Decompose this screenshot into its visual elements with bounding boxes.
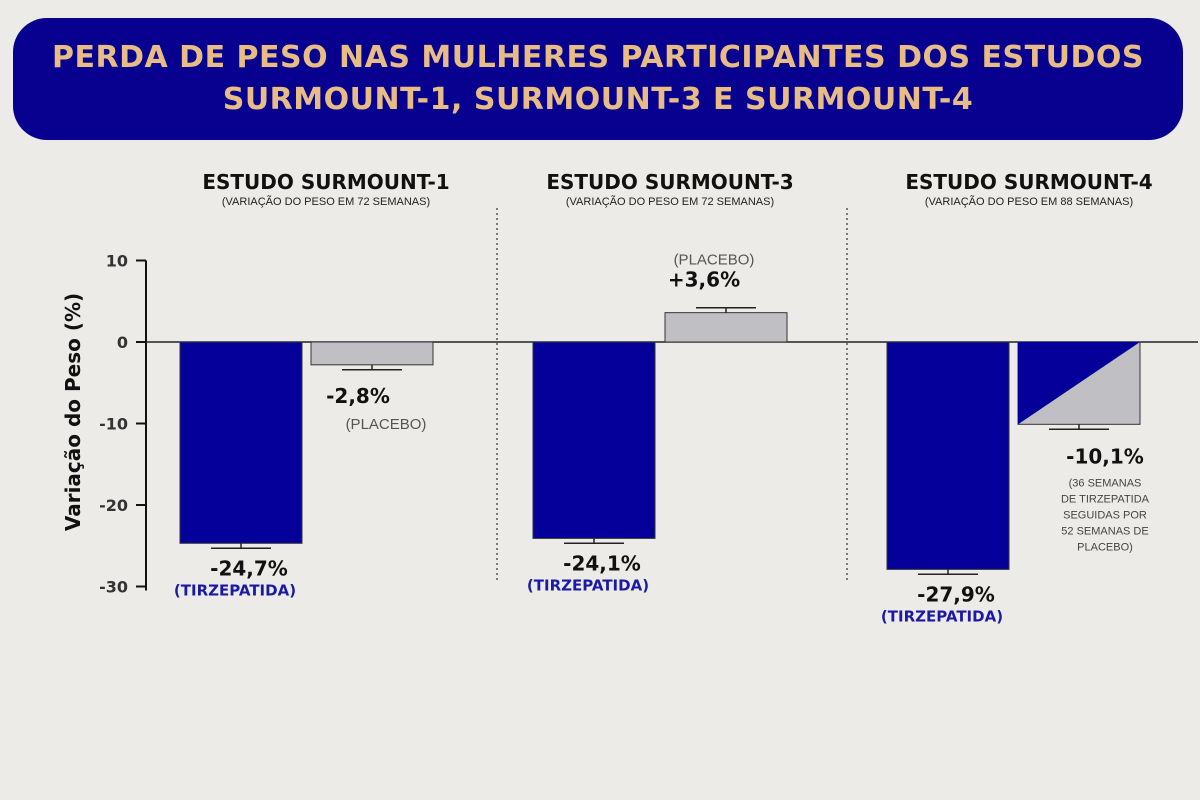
study-title: ESTUDO SURMOUNT-1 <box>202 170 450 194</box>
group-label-line: (36 SEMANAS <box>1069 477 1142 489</box>
y-tick-label: -20 <box>99 496 128 515</box>
study-header-surmount-1: ESTUDO SURMOUNT-1 (VARIAÇÃO DO PESO EM 7… <box>156 170 496 210</box>
study-title: ESTUDO SURMOUNT-3 <box>546 170 794 194</box>
group-label: (PLACEBO) <box>346 416 427 433</box>
bar-tirzepatida <box>179 341 303 544</box>
y-tick-label: 0 <box>117 333 128 352</box>
bar-placebo <box>310 341 434 366</box>
bar-placebo <box>664 312 788 343</box>
data-label: -10,1% <box>1066 444 1144 468</box>
y-tick-label: 10 <box>106 252 128 271</box>
data-label: -2,8% <box>326 384 390 408</box>
study-header-surmount-3: ESTUDO SURMOUNT-3 (VARIAÇÃO DO PESO EM 7… <box>500 170 840 210</box>
data-label: -24,1% <box>563 551 641 575</box>
study-subtitle: (VARIAÇÃO DO PESO EM 72 SEMANAS) <box>221 196 431 208</box>
group-label-line: SEGUIDAS POR <box>1063 509 1147 521</box>
bar-tirzepatida <box>532 341 656 539</box>
group-label: (TIRZEPATIDA) <box>174 581 296 599</box>
group-label: (TIRZEPATIDA) <box>527 576 649 594</box>
title-banner: PERDA DE PESO NAS MULHERES PARTICIPANTES… <box>13 18 1183 140</box>
group-label-line: PLACEBO) <box>1077 541 1133 553</box>
group-label-line: 52 SEMANAS DE <box>1061 525 1148 537</box>
chart-title-line-2: SURMOUNT-1, SURMOUNT-3 E SURMOUNT-4 <box>222 82 974 117</box>
chart-title-line-1: PERDA DE PESO NAS MULHERES PARTICIPANTES… <box>52 40 1144 75</box>
y-tick-label: -30 <box>99 578 128 597</box>
bar-tirzepatida <box>886 341 1010 570</box>
study-subtitle: (VARIAÇÃO DO PESO EM 72 SEMANAS) <box>565 196 775 208</box>
study-header-surmount-4: ESTUDO SURMOUNT-4 (VARIAÇÃO DO PESO EM 8… <box>859 170 1199 210</box>
data-label: -24,7% <box>210 556 288 580</box>
study-title: ESTUDO SURMOUNT-4 <box>905 170 1153 194</box>
bar-tirzepatida-placebo-overlay <box>1018 342 1140 425</box>
study-subtitle: (VARIAÇÃO DO PESO EM 88 SEMANAS) <box>924 196 1134 208</box>
y-tick-label: -10 <box>99 415 128 434</box>
group-label: (TIRZEPATIDA) <box>881 607 1003 625</box>
data-label: +3,6% <box>668 268 740 292</box>
group-label-line: DE TIRZEPATIDA <box>1061 493 1150 505</box>
data-label: -27,9% <box>917 582 995 606</box>
group-label: (PLACEBO) <box>674 252 755 269</box>
